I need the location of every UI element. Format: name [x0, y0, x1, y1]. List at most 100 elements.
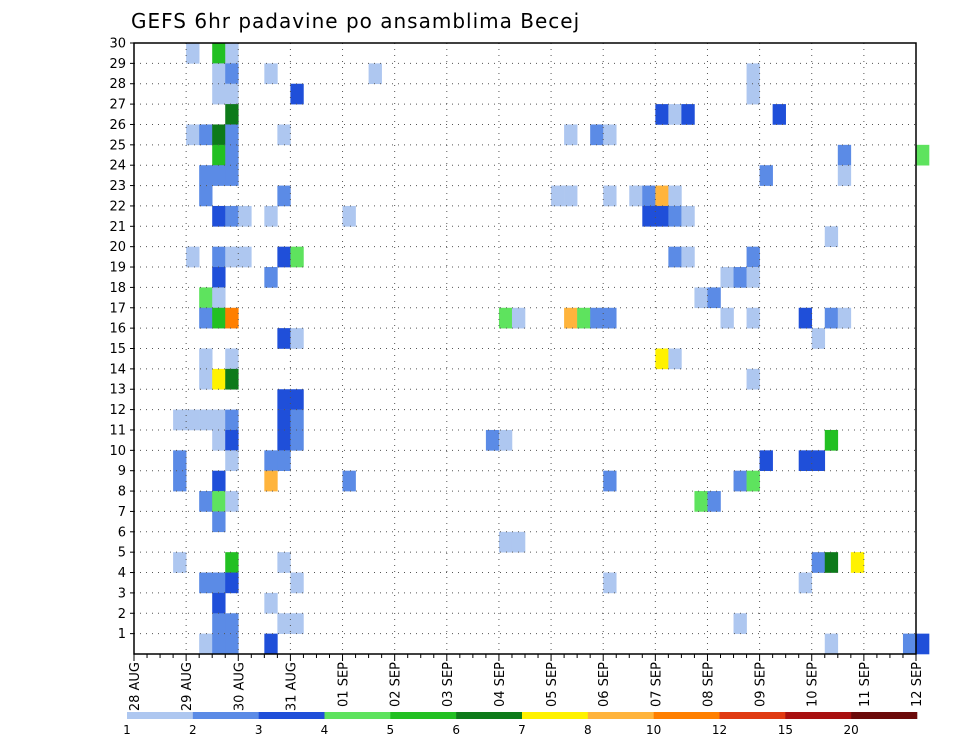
precip-cell: [238, 246, 252, 268]
y-axis: 1234567891011121314151617181920212223242…: [109, 37, 134, 642]
precip-cell: [746, 63, 760, 85]
y-tick-label: 15: [109, 342, 126, 357]
precip-cell: [824, 226, 839, 247]
precip-cell: [212, 246, 226, 268]
precip-cell: [173, 552, 187, 573]
colorbar-swatch: [851, 712, 918, 719]
colorbar: 1 2 3 4 5 6 7 8 10 12 15 20: [123, 712, 918, 737]
precip-cell: [290, 83, 304, 105]
x-tick-label: 04 SEP: [493, 662, 508, 707]
precip-cell: [824, 307, 839, 329]
precip-cell: [277, 246, 291, 268]
precip-cell: [212, 572, 226, 594]
precip-cell: [212, 43, 226, 64]
precip-cell: [837, 144, 852, 166]
precip-cell: [590, 124, 604, 146]
y-tick-label: 3: [118, 586, 126, 601]
precip-cell: [199, 368, 213, 390]
precip-cell: [277, 409, 291, 431]
precip-cell: [290, 572, 304, 594]
precip-cell: [264, 633, 278, 655]
precip-cell: [720, 267, 734, 288]
y-tick-label: 16: [109, 322, 126, 337]
x-tick-label: 29 AUG: [180, 662, 195, 711]
x-tick-label: 05 SEP: [545, 662, 560, 707]
precip-cell: [850, 552, 865, 573]
y-tick-label: 28: [109, 77, 126, 92]
colorbar-swatch: [192, 712, 259, 719]
precip-cell: [212, 470, 226, 492]
precip-cell: [746, 83, 760, 105]
precip-cell: [707, 287, 721, 309]
colorbar-label: 7: [518, 723, 526, 737]
precip-cell: [225, 43, 239, 64]
precip-cell: [199, 409, 213, 431]
colorbar-swatch: [719, 712, 786, 719]
precip-cell: [668, 246, 682, 268]
precip-cell: [225, 124, 239, 146]
colorbar-swatch: [785, 712, 852, 719]
y-tick-label: 5: [118, 546, 126, 561]
precip-cell: [225, 165, 239, 186]
precip-cell: [225, 63, 239, 85]
precip-cell: [277, 552, 291, 573]
precip-cell: [199, 572, 213, 594]
y-tick-label: 24: [109, 159, 126, 174]
precip-cell: [511, 307, 526, 329]
precip-cell: [225, 348, 239, 370]
y-tick-label: 20: [109, 240, 126, 255]
x-tick-label: 30 AUG: [232, 662, 247, 711]
x-tick-label: 08 SEP: [701, 662, 716, 707]
precip-cell: [212, 307, 226, 329]
precip-cell: [264, 63, 278, 85]
precip-cell: [564, 307, 578, 329]
precip-cell: [212, 592, 226, 614]
precip-cell: [746, 267, 760, 288]
precip-cell: [264, 450, 278, 471]
precip-cell: [277, 389, 291, 410]
precip-cell: [264, 592, 278, 614]
precip-cell: [199, 165, 213, 186]
colorbar-label: 10: [646, 723, 661, 737]
precip-cell: [746, 246, 760, 268]
precip-cell: [277, 613, 291, 634]
precip-cell: [212, 144, 226, 166]
colorbar-label: 12: [712, 723, 727, 737]
precip-cell: [290, 328, 304, 349]
y-tick-label: 8: [118, 485, 126, 500]
precip-cell: [225, 205, 239, 227]
precip-cell: [212, 429, 226, 451]
y-tick-label: 23: [109, 179, 126, 194]
precip-cell: [225, 409, 239, 431]
precip-cell: [225, 633, 239, 655]
precip-cell: [212, 491, 226, 512]
precip-cell: [225, 83, 239, 105]
precip-cell: [225, 368, 239, 390]
y-tick-label: 27: [109, 98, 126, 113]
precip-cell: [225, 572, 239, 594]
precip-cell: [629, 185, 643, 207]
precip-cell: [186, 43, 200, 64]
precip-cell: [811, 328, 826, 349]
colorbar-swatch: [390, 712, 457, 719]
precip-cell: [186, 409, 200, 431]
precip-cell: [798, 572, 813, 594]
y-tick-label: 22: [109, 199, 126, 214]
colorbar-label: 5: [387, 723, 395, 737]
y-tick-label: 10: [109, 444, 126, 459]
x-tick-label: 09 SEP: [754, 662, 769, 707]
precip-cell: [837, 307, 852, 329]
precip-cell: [798, 450, 813, 471]
precip-cell: [746, 307, 760, 329]
precip-cell: [173, 409, 187, 431]
precip-cell: [603, 307, 617, 329]
colorbar-swatch: [127, 712, 194, 719]
precip-cell: [681, 104, 695, 125]
precip-cell: [564, 124, 578, 146]
colorbar-swatch: [258, 712, 325, 719]
precip-cell: [199, 287, 213, 309]
precip-cell: [577, 307, 591, 329]
precip-cell: [733, 613, 747, 634]
y-tick-label: 25: [109, 138, 126, 153]
x-tick-label: 11 SEP: [858, 662, 873, 707]
